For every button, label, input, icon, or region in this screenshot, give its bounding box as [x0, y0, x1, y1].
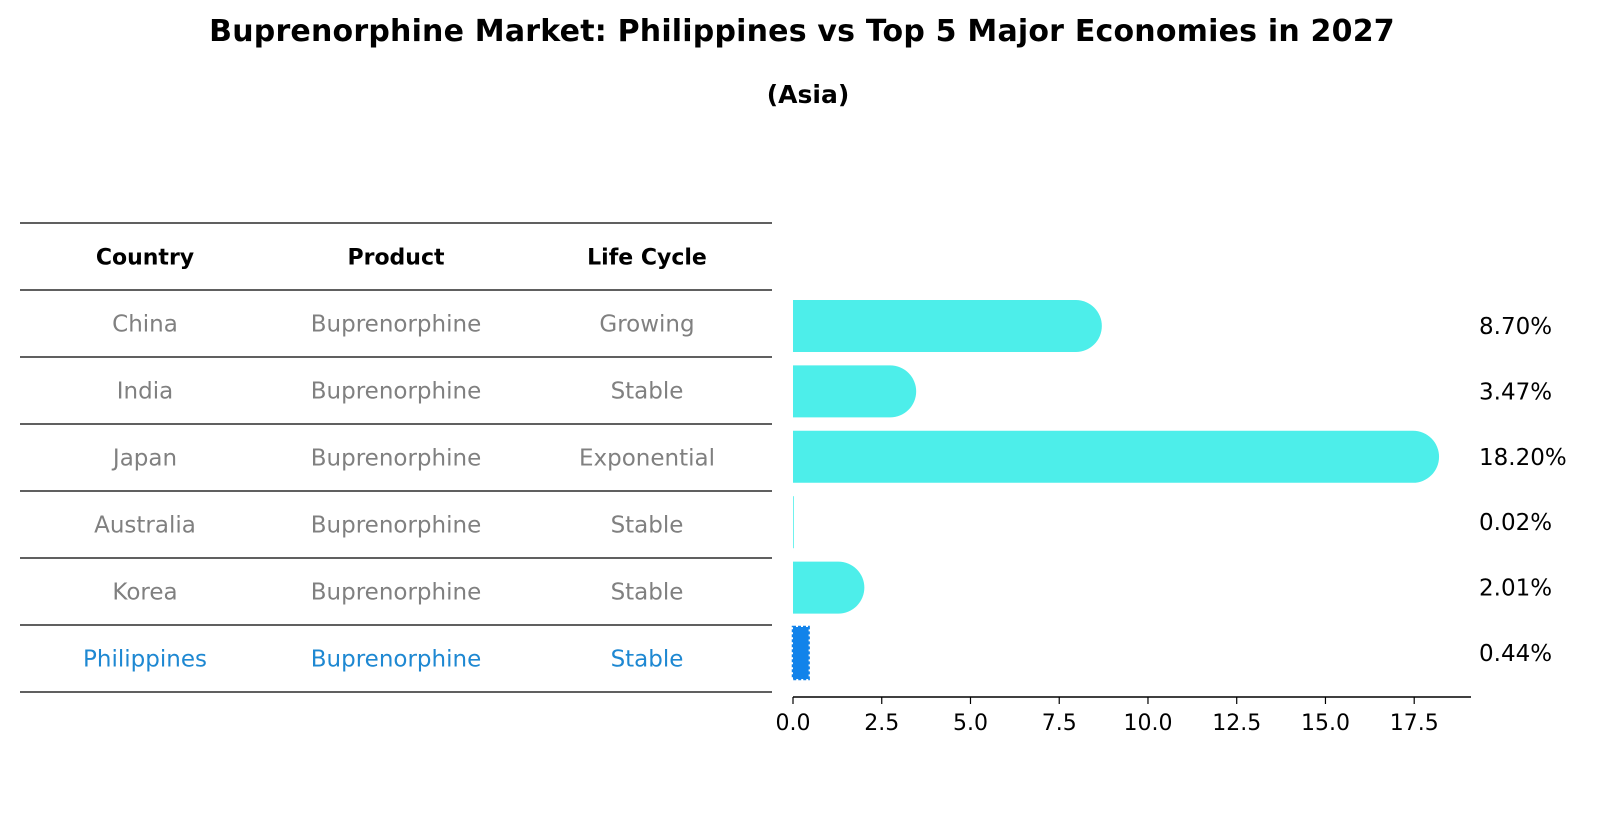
table-cell-product: Buprenorphine [311, 647, 481, 673]
bar-value-label: 0.02% [1479, 510, 1552, 536]
bar-value-label: 0.44% [1479, 641, 1552, 667]
x-axis-tick-label: 15.0 [1301, 711, 1350, 736]
bar-australia [793, 496, 794, 549]
page-subtitle: (Asia) [766, 80, 850, 109]
x-axis-tick-label: 2.5 [864, 711, 899, 736]
bar-india [793, 365, 917, 418]
table-header-cell: Product [347, 246, 445, 271]
table-cell-country: Korea [112, 580, 177, 606]
bar-value-label: 2.01% [1479, 576, 1552, 602]
bar-value-label: 8.70% [1479, 314, 1552, 340]
table-cell-life-cycle: Stable [611, 379, 684, 405]
table-cell-product: Buprenorphine [311, 513, 481, 539]
table-cell-life-cycle: Exponential [579, 446, 715, 472]
x-axis-tick-label: 5.0 [953, 711, 988, 736]
table-cell-product: Buprenorphine [311, 312, 481, 338]
x-axis-tick-label: 17.5 [1390, 711, 1439, 736]
table-cell-life-cycle: Stable [611, 647, 684, 673]
bar-korea [793, 561, 865, 614]
table-cell-life-cycle: Stable [611, 513, 684, 539]
table-header-cell: Country [96, 246, 194, 271]
table-cell-country: China [112, 312, 178, 338]
page-title: Buprenorphine Market: Philippines vs Top… [209, 14, 1395, 49]
table-cell-country: Japan [111, 446, 177, 472]
table-header-cell: Life Cycle [587, 246, 707, 271]
table-cell-product: Buprenorphine [311, 580, 481, 606]
bar-value-label: 18.20% [1479, 445, 1567, 471]
table-cell-life-cycle: Growing [599, 312, 694, 338]
x-axis-tick-label: 10.0 [1123, 711, 1172, 736]
table-cell-product: Buprenorphine [311, 446, 481, 472]
table-cell-product: Buprenorphine [311, 379, 481, 405]
table-cell-country: India [117, 379, 173, 405]
x-axis-tick-label: 12.5 [1212, 711, 1261, 736]
table-cell-country: Australia [94, 513, 196, 539]
x-axis-tick-label: 7.5 [1042, 711, 1077, 736]
bar-china [793, 300, 1102, 352]
table-cell-life-cycle: Stable [611, 580, 684, 606]
bar-value-label: 3.47% [1479, 379, 1552, 405]
x-axis-tick-label: 0.0 [776, 711, 811, 736]
bar-japan [793, 430, 1440, 483]
table-cell-country: Philippines [83, 647, 207, 673]
bar-philippines [791, 625, 810, 681]
